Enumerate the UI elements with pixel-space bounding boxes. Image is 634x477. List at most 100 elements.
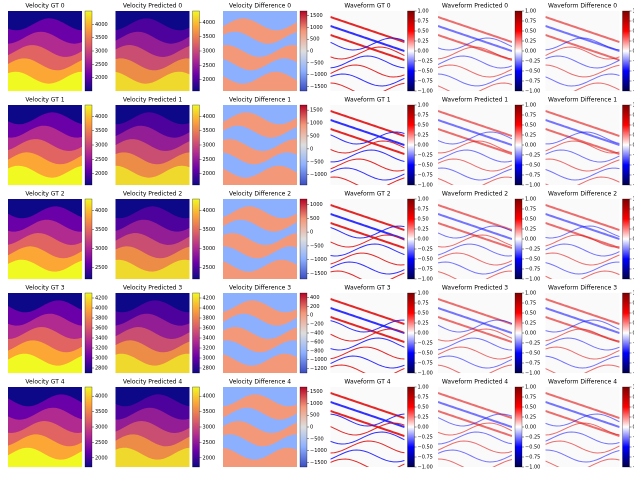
colorbar-tick-label: 0.00 xyxy=(633,49,634,55)
colorbar-tick-label: −1000 xyxy=(310,448,327,454)
colorbar-tick-label: 4200 xyxy=(203,296,216,302)
colorbar-tick-label: 0 xyxy=(310,146,313,152)
colorbar-tick-label: 3500 xyxy=(203,34,216,40)
colorbar-tick-label: 0.25 xyxy=(633,227,634,233)
colorbar-tick-label: −1500 xyxy=(310,84,327,90)
colorbar-tick-label: 1500 xyxy=(310,389,323,395)
panel-title: Velocity Predicted 4 xyxy=(123,379,183,386)
waveform-trace xyxy=(330,458,405,467)
waveform-trace xyxy=(545,401,620,428)
waveform-trace xyxy=(330,131,405,145)
waveform-trace xyxy=(438,149,512,163)
colorbar-tick-label: −800 xyxy=(310,348,324,354)
colorbar xyxy=(622,198,630,280)
panel-title: Velocity Difference 1 xyxy=(229,97,291,104)
colorbar-tick-label: 400 xyxy=(310,295,320,301)
colorbar-tick-label: −0.50 xyxy=(418,69,433,75)
waveform-trace xyxy=(438,46,512,60)
colorbar-tick-label: −0.50 xyxy=(525,257,540,263)
waveform-trace xyxy=(438,213,512,240)
waveform-trace xyxy=(330,422,405,436)
waveform-trace xyxy=(330,440,405,454)
waveform-trace xyxy=(438,140,512,154)
waveform-trace xyxy=(545,167,620,181)
waveform-trace xyxy=(438,204,512,231)
colorbar-tick-label: −0.75 xyxy=(525,267,540,273)
waveform-trace xyxy=(545,46,620,60)
waveform-trace xyxy=(545,307,620,334)
waveform-trace xyxy=(438,364,512,373)
colorbar-tick-label: −0.50 xyxy=(525,351,540,357)
panel-image xyxy=(223,199,297,279)
image-bg xyxy=(438,387,512,467)
colorbar-tick-label: 2800 xyxy=(95,366,108,372)
colorbar-tick-label: 1.00 xyxy=(633,103,634,109)
colorbar-tick-label: 3000 xyxy=(95,143,108,149)
panel-title: Waveform Difference 0 xyxy=(548,3,617,10)
colorbar-tick-label: 4000 xyxy=(95,306,108,312)
colorbar-tick-label: 2500 xyxy=(203,63,216,69)
colorbar xyxy=(192,198,200,280)
colorbar-tick-label: −1.00 xyxy=(525,371,540,377)
colorbar xyxy=(407,104,415,186)
waveform-trace xyxy=(545,131,620,145)
colorbar-tick-label: 3200 xyxy=(203,346,216,352)
waveform-trace xyxy=(545,204,620,231)
colorbar-tick-label: 0 xyxy=(310,49,313,55)
colorbar-tick-label: −0.50 xyxy=(633,351,634,357)
panel-image xyxy=(330,199,405,279)
image-bg xyxy=(545,199,620,279)
waveform-trace xyxy=(545,34,620,61)
waveform-trace xyxy=(330,158,405,172)
colorbar-tick-label: −200 xyxy=(310,322,324,328)
waveform-trace xyxy=(330,355,405,369)
waveform-trace xyxy=(545,346,620,360)
colorbar-tick-label: 0.75 xyxy=(525,207,536,213)
colorbar-tick-label: 0.50 xyxy=(633,217,634,223)
waveform-trace xyxy=(330,167,405,181)
colorbar-tick-label: 0.25 xyxy=(633,133,634,139)
panel-title: Velocity Difference 4 xyxy=(229,379,291,386)
waveform-trace xyxy=(545,176,620,185)
waveform-trace xyxy=(330,222,405,249)
waveform-trace xyxy=(438,431,512,445)
panel-title: Velocity Predicted 3 xyxy=(123,285,183,292)
colorbar-tick-label: −1000 xyxy=(310,257,327,263)
colorbar-tick-label: 500 xyxy=(310,216,320,222)
colorbar-tick-label: 1000 xyxy=(310,121,323,127)
panel-image xyxy=(438,105,512,185)
colorbar-tick-label: 3000 xyxy=(203,49,216,55)
panel-image xyxy=(223,105,297,185)
colorbar-tick-label: −0.75 xyxy=(525,361,540,367)
colorbar-tick-label: −0.50 xyxy=(525,163,540,169)
colorbar-tick-label: 2500 xyxy=(203,440,216,446)
panel-image xyxy=(438,387,512,467)
colorbar-tick-label: 0.00 xyxy=(633,425,634,431)
colorbar-tick-label: 3000 xyxy=(203,356,216,362)
waveform-trace xyxy=(545,270,620,279)
colorbar-tick-label: 3800 xyxy=(95,316,108,322)
waveform-trace xyxy=(330,364,405,373)
waveform-trace xyxy=(330,261,405,275)
velocity-layer xyxy=(223,71,297,91)
waveform-trace xyxy=(330,410,405,437)
panel-title: Velocity GT 3 xyxy=(25,285,64,292)
colorbar-tick-label: −0.25 xyxy=(418,341,433,347)
panel-image xyxy=(330,11,405,91)
colorbar xyxy=(622,10,630,92)
panel-image xyxy=(8,387,82,467)
waveform-trace xyxy=(330,346,405,360)
panel-title: Velocity Predicted 2 xyxy=(123,191,183,198)
colorbar-tick-label: 4000 xyxy=(203,394,216,400)
waveform-trace xyxy=(438,119,512,146)
colorbar xyxy=(622,386,630,468)
waveform-trace xyxy=(438,252,512,266)
colorbar xyxy=(622,104,630,186)
colorbar-tick-label: −0.50 xyxy=(633,69,634,75)
colorbar-tick-label: 0.25 xyxy=(633,321,634,327)
colorbar-tick-label: 0.25 xyxy=(525,133,536,139)
colorbar-tick-label: 4000 xyxy=(95,208,108,214)
colorbar-tick-label: 1.00 xyxy=(525,9,536,15)
waveform-trace xyxy=(438,316,512,343)
colorbar-tick-label: 3400 xyxy=(95,336,108,342)
